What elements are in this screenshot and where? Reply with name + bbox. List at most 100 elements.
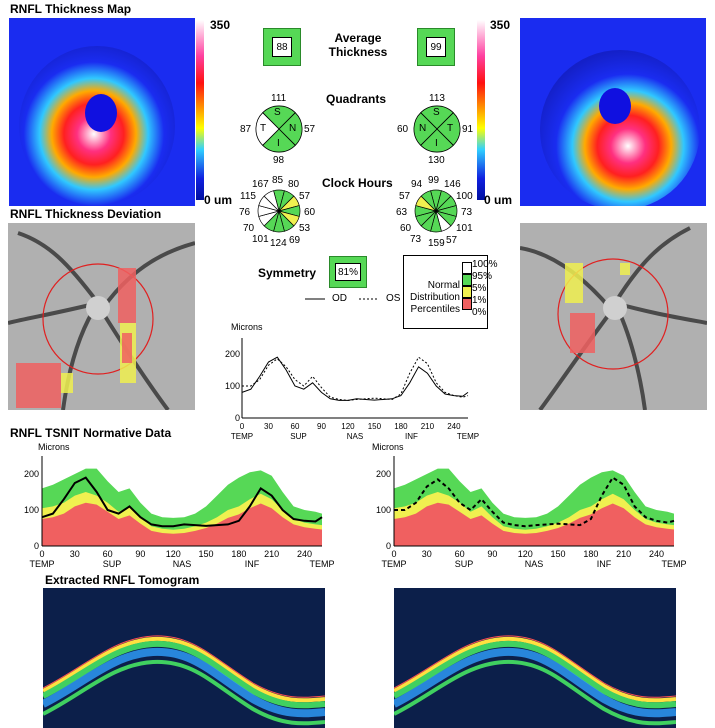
thickness-map-od-image — [9, 18, 195, 206]
quad-os-right: 91 — [462, 124, 474, 135]
clock-od-12: 85 — [272, 175, 284, 186]
deviation-os — [520, 223, 707, 410]
center-xcat: SUP — [290, 432, 306, 441]
legend-text-normal: Normal — [427, 280, 460, 291]
symmetry-box: 81% — [329, 256, 367, 288]
clock-od-5: 69 — [289, 235, 301, 246]
tsnit-xcat: TEMP — [381, 559, 406, 569]
tsnit-xcat: INF — [245, 559, 260, 569]
legend-text-percentiles: Percentiles — [410, 304, 460, 315]
clock-od-7: 101 — [252, 234, 269, 245]
clock-sector — [420, 190, 437, 213]
center-xcat: INF — [405, 432, 418, 441]
scale-min-od: 0 um — [204, 193, 233, 207]
quad-od-top: 111 — [271, 93, 287, 104]
tsnit-xtick: 180 — [583, 549, 598, 559]
tsnit-xtick: 240 — [297, 549, 312, 559]
quad-od-right: 57 — [304, 124, 316, 135]
legend-swatch-white — [462, 262, 472, 274]
center-xtick: 150 — [368, 422, 382, 431]
tsnit-xtick: 0 — [391, 549, 396, 559]
quad-od-bottom: 98 — [273, 155, 285, 166]
clock-od-2: 57 — [299, 191, 311, 202]
thickness-map-os-image — [520, 18, 706, 206]
clock-od-9: 76 — [239, 207, 251, 218]
tsnit-xtick: 0 — [39, 549, 44, 559]
tsnit-band-red — [394, 502, 674, 546]
tsnit-xtick: 120 — [518, 549, 533, 559]
scale-max-os: 350 — [490, 18, 511, 32]
clock-od-11: 167 — [252, 179, 269, 190]
tsnit-xtick: 30 — [70, 549, 80, 559]
tsnit-xtick: 240 — [649, 549, 664, 559]
tsnit-xtick: 180 — [231, 549, 246, 559]
tsnit-ytick: 0 — [386, 541, 391, 551]
quadrant-od-circle — [255, 105, 303, 153]
legend-swatch-green — [462, 274, 472, 286]
tsnit-xcat: TEMP — [309, 559, 334, 569]
quad-od-i: I — [277, 138, 280, 149]
quad-od-t: T — [260, 123, 267, 134]
center-xcat: NAS — [347, 432, 363, 441]
tomogram-title: Extracted RNFL Tomogram — [45, 573, 200, 587]
tsnit-series-os — [394, 476, 675, 528]
avg-thickness-od-value: 88 — [272, 37, 292, 57]
center-series-od — [241, 356, 469, 401]
legend-pct-100: 100% — [472, 259, 498, 270]
avg-thickness-os-box: 99 — [417, 28, 455, 66]
tsnit-xcat: INF — [597, 559, 612, 569]
symmetry-label: Symmetry — [258, 266, 317, 280]
tsnit-xtick: 150 — [551, 549, 566, 559]
tsnit-od-ylabel: Microns — [38, 442, 70, 452]
tsnit-ytick: 200 — [24, 469, 39, 479]
tsnit-xtick: 150 — [199, 549, 214, 559]
legend-pct-95: 95% — [472, 271, 493, 282]
deviation-title: RNFL Thickness Deviation — [10, 207, 162, 221]
clock-os-10: 57 — [399, 191, 411, 202]
legend-swatch-yellow — [462, 286, 472, 298]
tsnit-xtick: 90 — [135, 549, 145, 559]
avg-thickness-label-1: Average — [334, 31, 382, 45]
od-line-label: OD — [332, 293, 347, 304]
os-line-sample — [359, 298, 379, 300]
legend-text: Normal — [424, 280, 460, 292]
avg-thickness-label: Average Thickness — [318, 31, 398, 59]
avg-thickness-od-box: 88 — [263, 28, 301, 66]
quadrants-label: Quadrants — [326, 92, 387, 106]
clock-od-1: 80 — [288, 179, 300, 190]
tomogram-od — [43, 588, 325, 728]
tomogram-od-image — [43, 588, 325, 728]
color-scale-bar-od — [196, 20, 204, 200]
tsnit-ytick: 100 — [24, 505, 39, 515]
clock-os-8: 60 — [400, 223, 412, 234]
center-ytick: 200 — [225, 349, 240, 359]
quad-os-s: S — [433, 107, 440, 118]
tsnit-series-od — [41, 476, 323, 528]
clock-os-6: 159 — [428, 238, 445, 249]
clock-od-3: 60 — [304, 207, 316, 218]
center-xtick: 210 — [421, 422, 435, 431]
center-series-os — [242, 356, 469, 401]
clock-od-6: 124 — [270, 238, 287, 249]
scale-min-os: 0 um — [484, 193, 513, 207]
thickness-map-os — [520, 18, 706, 206]
legend-pct-5: 5% — [472, 283, 487, 294]
os-line-label: OS — [386, 293, 401, 304]
center-xtick: 0 — [240, 422, 245, 431]
quad-os-left: 60 — [397, 124, 409, 135]
tsnit-xtick: 120 — [166, 549, 181, 559]
clock-hours-label: Clock Hours — [322, 176, 393, 190]
od-line-sample — [305, 298, 325, 300]
tsnit-xtick: 60 — [103, 549, 113, 559]
tsnit-xcat: NAS — [173, 559, 192, 569]
tsnit-xcat: SUP — [455, 559, 474, 569]
tsnit-xtick: 210 — [616, 549, 631, 559]
quad-os-t: T — [447, 123, 454, 134]
tsnit-ytick: 200 — [376, 469, 391, 479]
quadrant-os-circle — [413, 105, 461, 153]
clock-os-9: 63 — [396, 207, 408, 218]
legend-text-distribution: Distribution — [409, 292, 460, 303]
tsnit-xtick: 210 — [264, 549, 279, 559]
clock-od-8: 70 — [243, 223, 255, 234]
